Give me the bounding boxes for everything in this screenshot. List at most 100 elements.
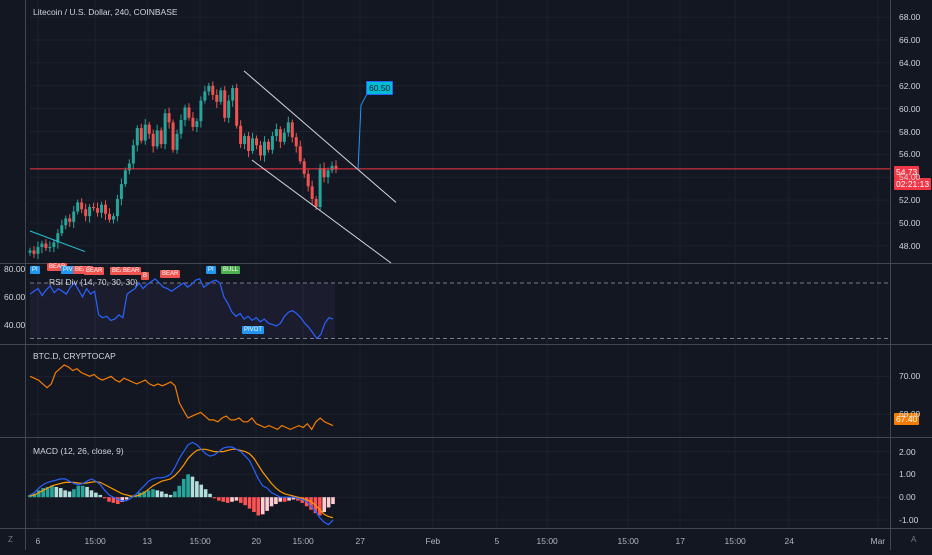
divergence-badge[interactable]: PI <box>206 266 216 274</box>
channel-lower-line[interactable] <box>251 159 392 264</box>
macd-histogram-bar[interactable] <box>238 497 243 503</box>
candle[interactable] <box>52 242 56 247</box>
macd-histogram-bar[interactable] <box>252 497 256 513</box>
divergence-badge[interactable]: BEAR <box>121 267 142 275</box>
candle[interactable] <box>92 206 96 209</box>
candle[interactable] <box>258 145 262 156</box>
macd-histogram-bar[interactable] <box>217 497 221 501</box>
macd-histogram-bar[interactable] <box>256 497 261 516</box>
macd-histogram-bar[interactable] <box>85 486 89 498</box>
macd-histogram-bar[interactable] <box>190 476 195 498</box>
macd-histogram-bar[interactable] <box>155 490 160 498</box>
macd-histogram-bar[interactable] <box>326 497 331 508</box>
divergence-badge[interactable]: BEAR <box>110 267 131 275</box>
divergence-badge[interactable]: PIVO <box>61 266 80 274</box>
macd-histogram-bar[interactable] <box>159 491 164 498</box>
macd-histogram-bar[interactable] <box>72 489 76 498</box>
divergence-badge[interactable]: PIVOT <box>242 326 265 334</box>
macd-histogram-bar[interactable] <box>54 486 59 498</box>
macd-histogram-bar[interactable] <box>164 493 168 498</box>
macd-histogram-bar[interactable] <box>208 493 212 498</box>
divergence-badge[interactable]: BULL <box>221 266 241 274</box>
candle[interactable] <box>64 218 68 226</box>
macd-histogram-bar[interactable] <box>67 491 72 498</box>
macd-histogram-bar[interactable] <box>120 497 125 502</box>
candle[interactable] <box>326 170 330 178</box>
macd-histogram-bar[interactable] <box>291 497 296 500</box>
candle[interactable] <box>115 198 119 217</box>
candle[interactable] <box>107 213 111 220</box>
candle[interactable] <box>147 124 151 134</box>
candle[interactable] <box>72 211 76 222</box>
macd-histogram-bar[interactable] <box>181 478 186 498</box>
candle[interactable] <box>219 90 223 102</box>
candle[interactable] <box>151 133 155 147</box>
macd-histogram-bar[interactable] <box>124 497 129 500</box>
macd-legend[interactable]: MACD (12, 26, close, 9) <box>33 446 124 456</box>
macd-histogram-bar[interactable] <box>212 497 217 499</box>
macd-histogram-bar[interactable] <box>98 494 103 498</box>
candle[interactable] <box>135 128 139 146</box>
candle[interactable] <box>60 225 64 234</box>
macd-histogram-bar[interactable] <box>89 490 94 498</box>
macd-histogram-bar[interactable] <box>63 490 67 498</box>
macd-histogram-bar[interactable] <box>45 486 50 498</box>
rsi-line[interactable] <box>29 278 334 340</box>
candle[interactable] <box>84 209 88 217</box>
candle[interactable] <box>100 204 104 213</box>
candle[interactable] <box>36 246 40 254</box>
macd-signal-line[interactable] <box>29 448 334 519</box>
candle[interactable] <box>298 146 302 162</box>
candle[interactable] <box>163 113 167 145</box>
macd-histogram-bar[interactable] <box>58 488 63 498</box>
candle[interactable] <box>187 107 191 118</box>
candle[interactable] <box>247 136 251 151</box>
candle[interactable] <box>88 206 92 217</box>
trend-line[interactable] <box>29 230 86 253</box>
candle[interactable] <box>290 122 294 138</box>
candle[interactable] <box>179 120 183 134</box>
macd-histogram-bar[interactable] <box>102 497 107 499</box>
candle[interactable] <box>286 122 290 133</box>
candle[interactable] <box>302 161 306 174</box>
candle[interactable] <box>56 233 60 243</box>
candle[interactable] <box>255 138 259 146</box>
candle[interactable] <box>227 100 231 118</box>
candle[interactable] <box>278 129 282 142</box>
candle[interactable] <box>195 121 199 127</box>
timezone-button[interactable]: Z <box>8 535 13 544</box>
candle[interactable] <box>48 246 52 249</box>
macd-histogram-bar[interactable] <box>41 488 45 498</box>
macd-histogram-bar[interactable] <box>168 494 173 498</box>
macd-histogram-bar[interactable] <box>177 485 182 498</box>
macd-histogram-bar[interactable] <box>247 497 252 509</box>
candle[interactable] <box>203 91 207 101</box>
divergence-badge[interactable]: B <box>141 272 150 280</box>
candle[interactable] <box>231 88 235 101</box>
divergence-badge[interactable]: BEAR <box>160 270 181 278</box>
candle[interactable] <box>266 141 270 150</box>
macd-histogram-bar[interactable] <box>151 489 155 498</box>
macd-histogram-bar[interactable] <box>243 497 247 506</box>
target-label[interactable]: 60.50 <box>366 81 394 95</box>
divergence-badge[interactable]: BEAR <box>84 267 105 275</box>
candle[interactable] <box>119 184 123 199</box>
candle[interactable] <box>76 202 80 212</box>
candle[interactable] <box>159 130 163 145</box>
macd-histogram-bar[interactable] <box>278 497 283 502</box>
macd-histogram-bar[interactable] <box>146 490 151 498</box>
auto-scale-button[interactable]: A <box>911 535 917 544</box>
macd-histogram-bar[interactable] <box>274 497 278 505</box>
macd-histogram-bar[interactable] <box>318 497 322 516</box>
candle[interactable] <box>143 124 147 141</box>
candle[interactable] <box>32 250 36 254</box>
candle[interactable] <box>183 107 187 121</box>
candle[interactable] <box>215 94 219 102</box>
candle[interactable] <box>251 138 255 151</box>
main-legend[interactable]: Litecoin / U.S. Dollar, 240, COINBASE <box>33 7 178 17</box>
macd-histogram-bar[interactable] <box>173 491 177 498</box>
macd-histogram-bar[interactable] <box>107 497 111 502</box>
macd-histogram-bar[interactable] <box>50 485 54 498</box>
candle[interactable] <box>207 85 211 92</box>
